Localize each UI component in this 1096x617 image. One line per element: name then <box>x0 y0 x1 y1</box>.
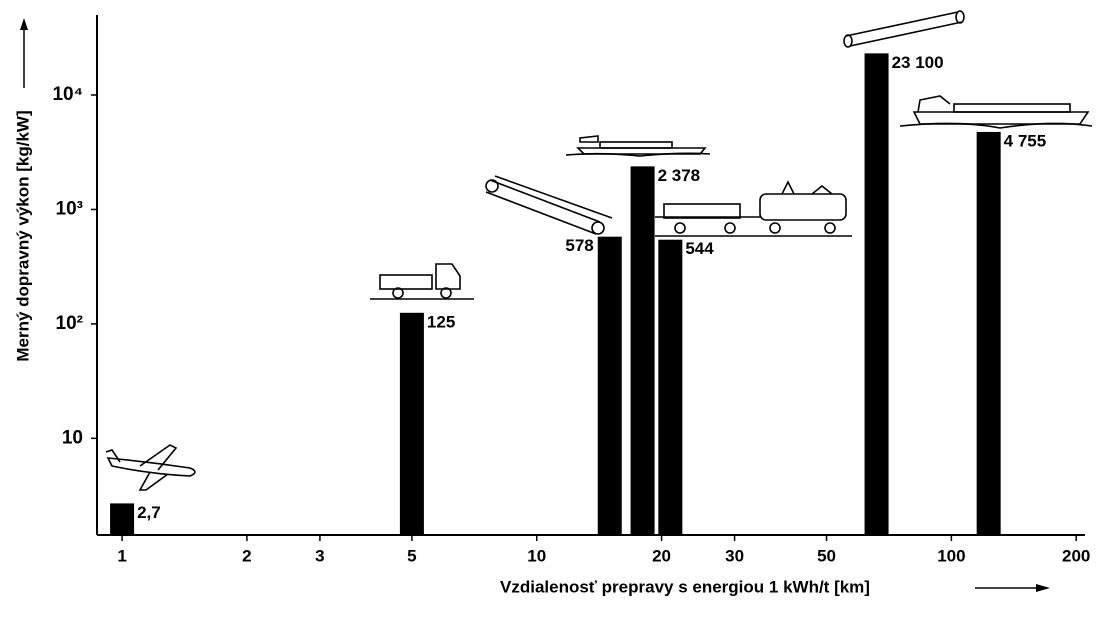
bar <box>399 312 424 535</box>
x-tick-label: 20 <box>652 546 671 565</box>
value-label: 2,7 <box>137 503 161 522</box>
y-tick-label: 10 <box>62 427 83 448</box>
icons <box>105 10 1093 491</box>
value-label: 544 <box>685 239 714 258</box>
y-axis-label: Merný dopravný výkon [kg/kW] <box>13 110 32 361</box>
y-tick-label: 10⁴ <box>52 84 83 105</box>
x-tick-label: 30 <box>725 546 744 565</box>
value-label: 2 378 <box>658 166 701 185</box>
x-arrow-head <box>1036 584 1050 592</box>
x-tick-label: 5 <box>407 546 416 565</box>
bar <box>597 236 622 536</box>
x-tick-label: 3 <box>315 546 324 565</box>
x-axis-label: Vzdialenosť prepravy s energiou 1 kWh/t … <box>500 577 870 596</box>
x-tick-label: 200 <box>1062 546 1090 565</box>
x-tick-label: 2 <box>242 546 251 565</box>
bar <box>110 503 135 535</box>
value-label: 23 100 <box>892 53 944 72</box>
x-tick-label: 10 <box>527 546 546 565</box>
bar <box>658 239 683 535</box>
value-label: 4 755 <box>1004 131 1047 150</box>
value-label: 125 <box>427 312 455 331</box>
value-label: 578 <box>565 236 593 255</box>
bar <box>630 166 655 536</box>
y-tick-label: 10³ <box>56 198 83 219</box>
x-tick-label: 1 <box>117 546 126 565</box>
y-tick-label: 10² <box>56 313 83 334</box>
y-arrow-head <box>20 18 28 30</box>
bar <box>976 131 1001 535</box>
x-tick-label: 50 <box>817 546 836 565</box>
bar <box>864 53 889 535</box>
x-tick-label: 100 <box>937 546 965 565</box>
